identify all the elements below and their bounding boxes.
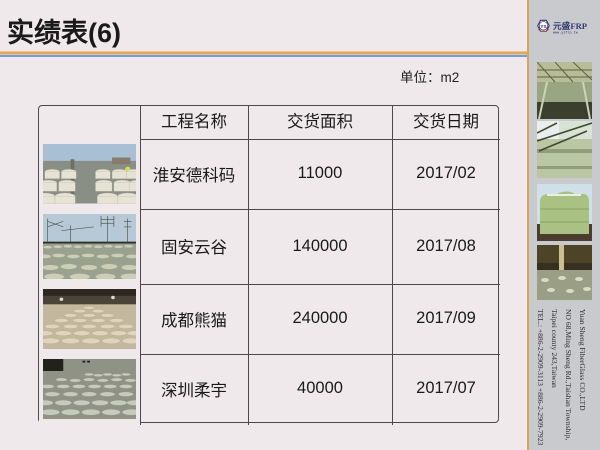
svg-text:元盛FRP: 元盛FRP	[553, 20, 588, 31]
svg-text:www.ysfrp.tw: www.ysfrp.tw	[553, 31, 579, 36]
svg-text:YS: YS	[540, 24, 546, 29]
